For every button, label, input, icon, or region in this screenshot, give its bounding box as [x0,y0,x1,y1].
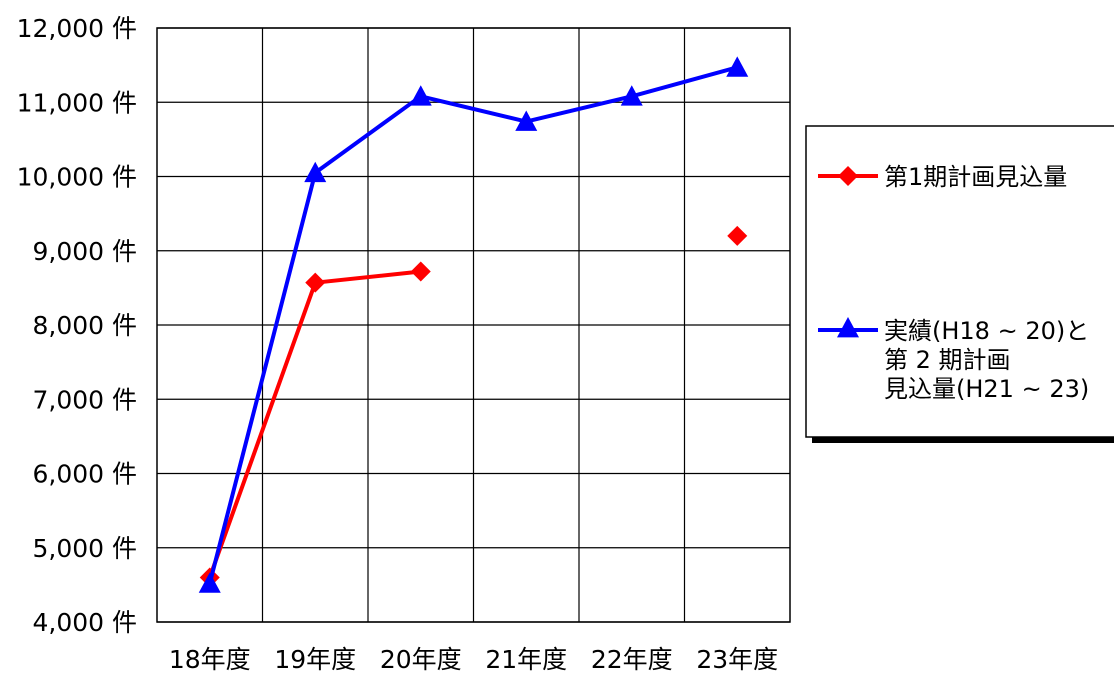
series-1-point [727,225,748,246]
x-axis-ticks: 18年度 19年度 20年度 21年度 22年度 23年度 [169,645,778,674]
y-tick-label: 10,000 件 [17,163,137,192]
y-tick-label: 6,000 件 [32,460,137,489]
series-2-point [304,161,327,183]
series-1-point [305,272,326,293]
series-2-point [515,110,538,131]
y-tick-label: 5,000 件 [32,534,137,563]
series-1-point [410,261,431,282]
series-2-point [620,85,643,106]
series-2-point [198,572,221,593]
x-tick-label: 22年度 [591,645,673,674]
y-axis-ticks: 4,000 件 5,000 件 6,000 件 7,000 件 8,000 件 9,000… [17,14,137,637]
y-tick-label: 12,000 件 [17,14,137,43]
y-tick-label: 9,000 件 [32,237,137,266]
y-tick-label: 7,000 件 [32,385,137,414]
series-1 [199,225,748,588]
series-2 [198,56,749,593]
legend-label-series-2-line: 実績(H18 ~ 20)と [884,317,1089,345]
x-tick-label: 19年度 [274,645,356,674]
legend-blue-marker [837,317,859,338]
y-tick-label: 8,000 件 [32,311,137,340]
y-tick-label: 4,000 件 [32,608,137,637]
y-tick-label: 11,000 件 [17,88,137,117]
series-layer [198,56,749,593]
legend-label-series-2-line: 第 2 期計画 [884,346,1011,374]
series-2-point [409,85,432,106]
x-tick-label: 18年度 [169,645,251,674]
gridlines [157,27,790,623]
legend-red-marker [838,166,858,186]
series-2-line [207,65,738,584]
legend-label-series-2-line: 見込量(H21 ~ 23) [884,375,1089,403]
x-tick-label: 23年度 [696,645,778,674]
x-tick-label: 20年度 [380,645,462,674]
x-tick-label: 21年度 [485,645,567,674]
legend-label-series-1: 第1期計画見込量 [884,163,1067,191]
series-2-point [726,56,749,77]
